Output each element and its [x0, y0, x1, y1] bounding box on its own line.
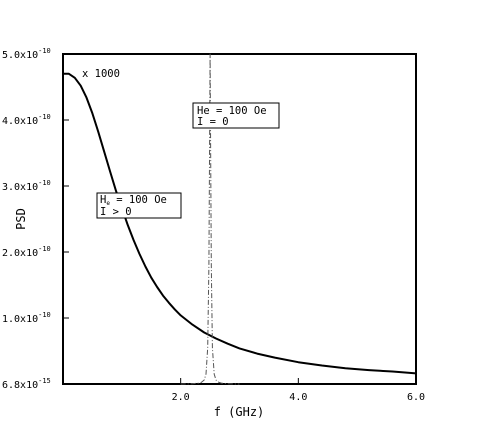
annotation-line-2: I > 0 [100, 206, 132, 218]
y-axis-title: PSD [14, 208, 28, 230]
annotation-with-current: He = 100 Oe I > 0 [96, 192, 182, 219]
annotation-line-1: He = 100 Oe [197, 105, 267, 117]
series-line-1 [63, 72, 417, 375]
annotation-h-subscript: e [106, 200, 110, 207]
y-tick-label: 4.0x10-10 [2, 113, 51, 127]
y-tick-label: 1.0x10-10 [2, 311, 51, 325]
x-tick-label: 4.0 [289, 392, 307, 403]
y-tick-label: 3.0x10-10 [2, 179, 51, 193]
x-axis-title: f (GHz) [214, 405, 265, 419]
x-tick-label: 6.0 [407, 392, 425, 403]
annotation-box [192, 102, 280, 129]
annotation-box [96, 192, 182, 219]
axis-ticks: 2.0 4.0 6.0 6.8x10-15 1.0x10-10 2.0x10-10 3.0x… [2, 47, 425, 403]
y-tick-label: 2.0x10-10 [2, 245, 51, 259]
series-line-2 [180, 53, 240, 385]
annotation-h-value: = 100 Oe [110, 194, 167, 206]
y-tick-label: 6.8x10-15 [2, 377, 51, 391]
series-layer [63, 53, 417, 385]
x-tick-label: 2.0 [172, 392, 190, 403]
annotation-no-current: He = 100 Oe I = 0 [192, 102, 280, 129]
annotation-line-1: He = 100 Oe [100, 194, 167, 207]
scale-annotation: x 1000 [82, 68, 120, 80]
y-tick-label: 5.0x10-10 [2, 47, 51, 61]
annotation-h-symbol: H [100, 194, 106, 206]
annotation-line-2: I = 0 [197, 116, 229, 128]
